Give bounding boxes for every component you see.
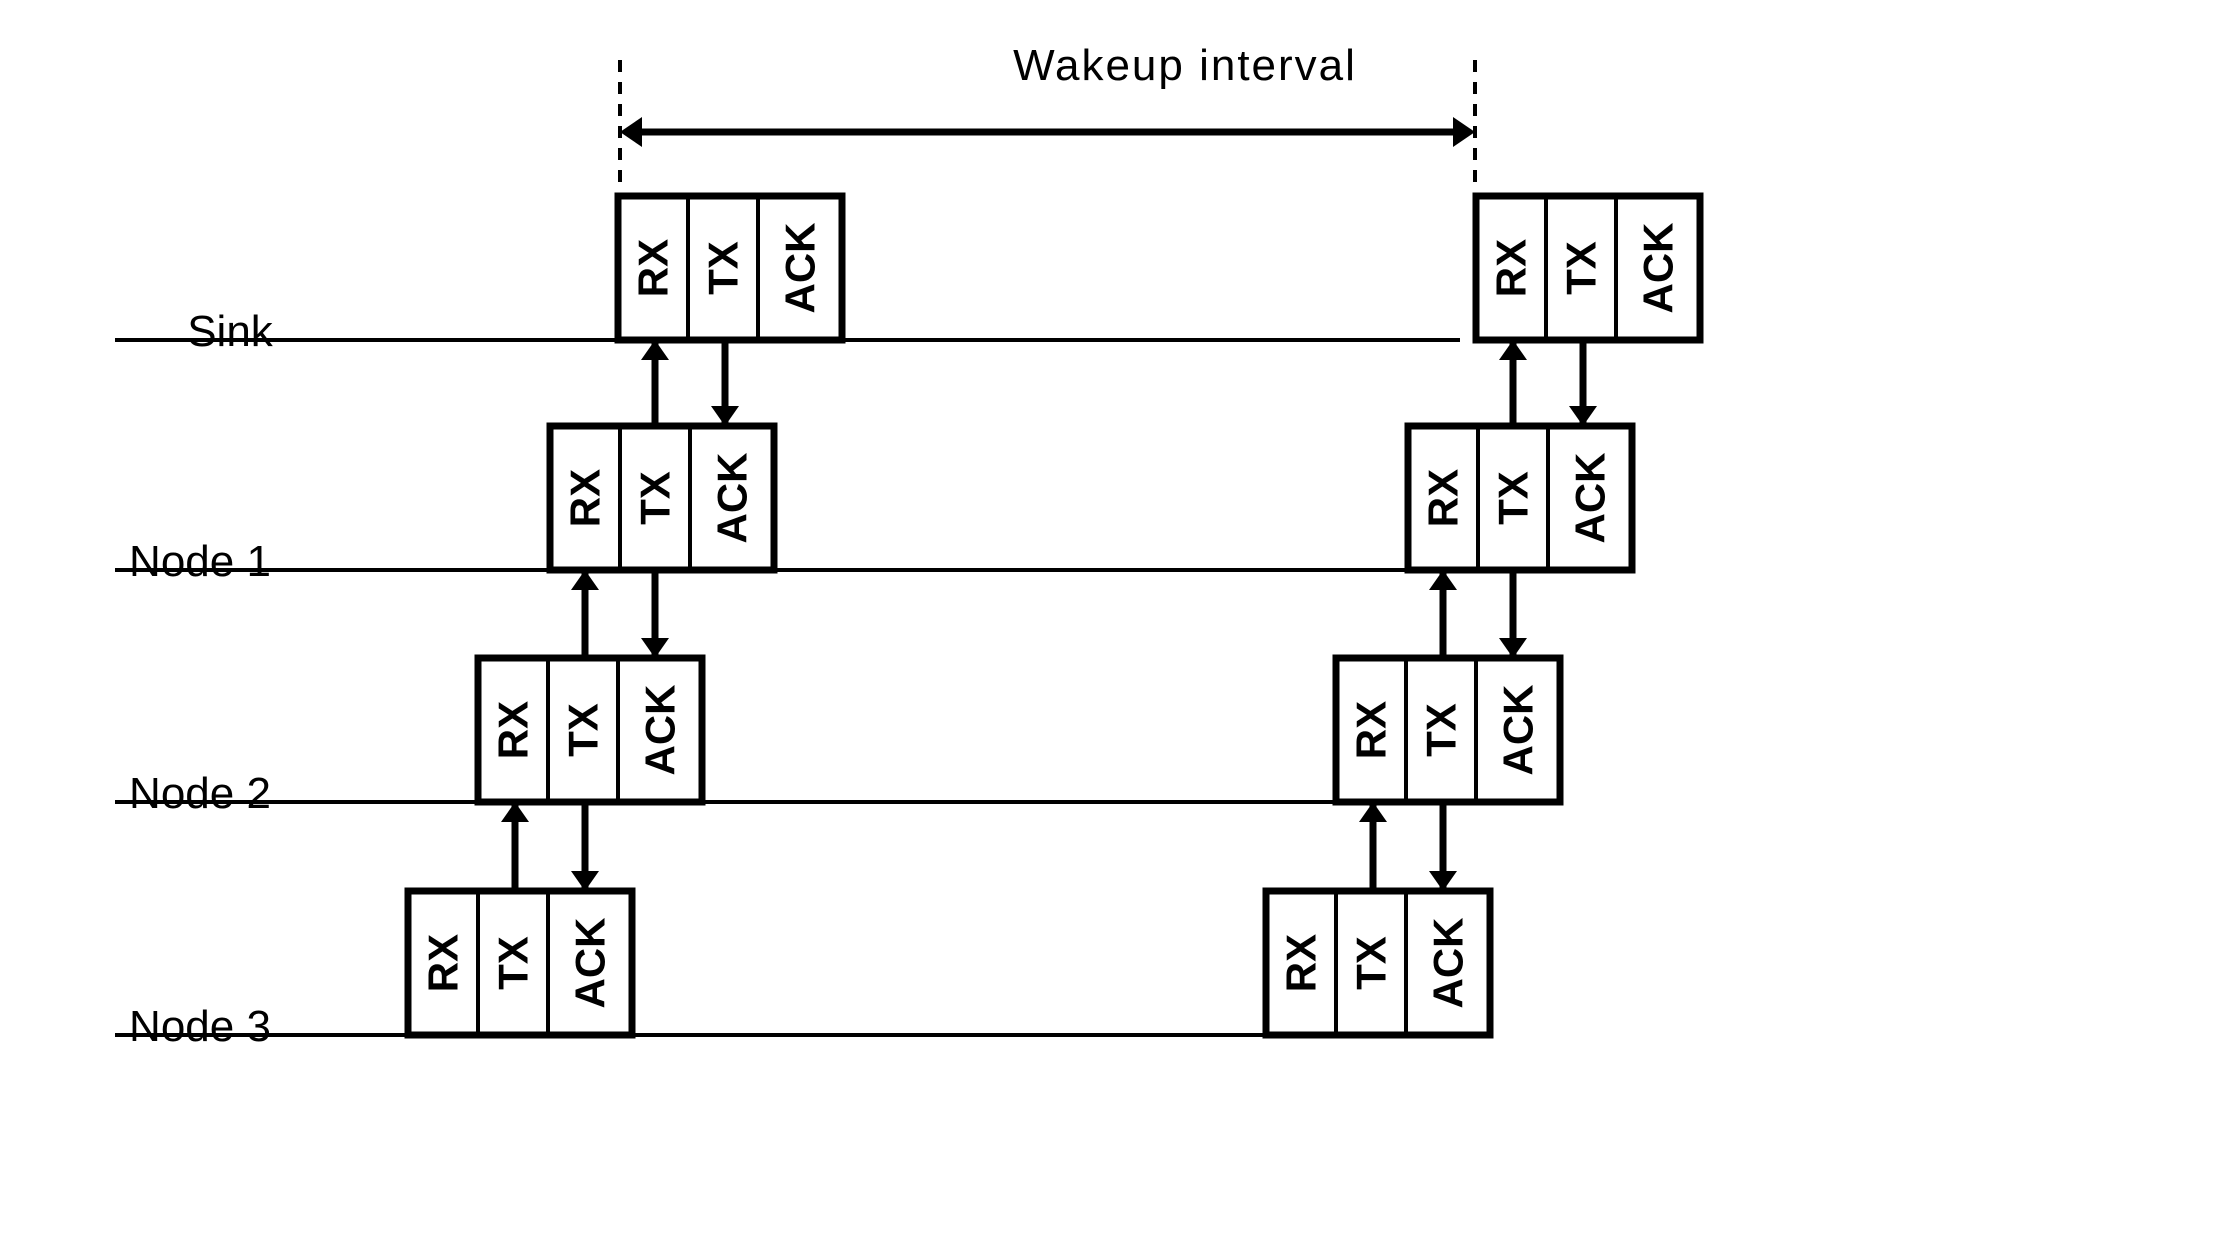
interval-title: Wakeup interval <box>1013 41 1357 90</box>
slot-label: RX <box>420 934 467 992</box>
slot-label: RX <box>1420 469 1467 527</box>
slot-label: TX <box>1558 241 1605 295</box>
slot-label: TX <box>1348 936 1395 990</box>
slot-label: ACK <box>777 223 824 314</box>
slot-label: ACK <box>1425 918 1472 1009</box>
timing-diagram: Sink Node 1 Node 2 Node 3 RX TX ACK RX TX ACK RX TX… <box>0 0 2215 1242</box>
slot-label: ACK <box>1495 685 1542 776</box>
lane-label: Sink <box>187 307 274 356</box>
lane-label: Node 3 <box>129 1002 271 1051</box>
slot-label: ACK <box>567 918 614 1009</box>
slot-label: RX <box>1278 934 1325 992</box>
slot-label: ACK <box>1567 453 1614 544</box>
slot-label: RX <box>1348 701 1395 759</box>
slot-label: RX <box>490 701 537 759</box>
slot-label: TX <box>1418 703 1465 757</box>
slot-label: TX <box>700 241 747 295</box>
slot-label: TX <box>632 471 679 525</box>
slot-label: TX <box>560 703 607 757</box>
slot-label: TX <box>1490 471 1537 525</box>
slot-label: RX <box>1488 239 1535 297</box>
lane-label: Node 1 <box>129 537 271 586</box>
lane-label: Node 2 <box>129 769 271 818</box>
slot-label: RX <box>562 469 609 527</box>
slot-label: TX <box>490 936 537 990</box>
slot-label: ACK <box>1635 223 1682 314</box>
slot-label: RX <box>630 239 677 297</box>
slot-label: ACK <box>709 453 756 544</box>
slot-label: ACK <box>637 685 684 776</box>
